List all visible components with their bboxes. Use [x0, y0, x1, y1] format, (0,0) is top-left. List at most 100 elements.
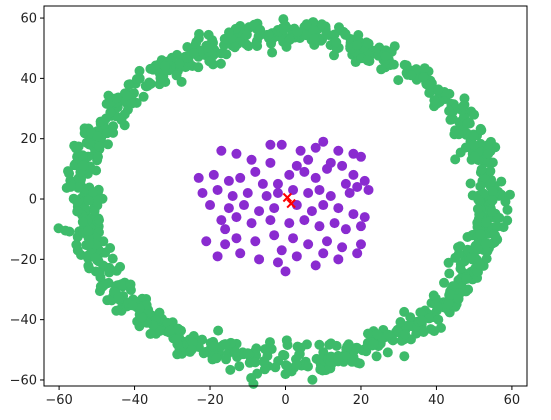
ring-point — [229, 42, 240, 53]
ring-point — [474, 259, 485, 270]
ring-point — [487, 186, 498, 197]
ring-point — [490, 230, 501, 241]
cluster-point — [216, 145, 227, 156]
ring-point — [314, 339, 325, 350]
cluster-point — [265, 139, 276, 150]
cluster-point — [288, 233, 299, 244]
ring-point — [439, 277, 450, 288]
ring-point — [401, 60, 412, 71]
ring-point — [111, 305, 122, 316]
ring-point — [383, 329, 394, 340]
ring-point — [455, 259, 466, 270]
cluster-point — [250, 236, 261, 247]
ring-point — [164, 325, 175, 336]
ring-point — [425, 86, 436, 97]
ring-point — [443, 257, 454, 268]
ring-point — [145, 78, 156, 89]
cluster-point — [325, 157, 336, 168]
ring-point — [202, 42, 213, 53]
ring-point — [395, 317, 406, 328]
cluster-point — [261, 191, 272, 201]
cluster-point — [310, 142, 321, 153]
cluster-point — [272, 178, 283, 189]
ring-point — [487, 195, 498, 206]
ring-point — [72, 245, 83, 256]
ring-point — [371, 351, 382, 362]
cluster-point — [303, 154, 314, 165]
ring-point — [459, 93, 470, 104]
ring-point — [278, 24, 289, 35]
cluster-point — [310, 260, 321, 271]
ring-point — [107, 253, 118, 264]
ring-point — [399, 351, 410, 362]
cluster-point — [337, 160, 348, 171]
ring-point — [476, 164, 487, 175]
ring-point — [485, 166, 496, 177]
ring-point — [494, 212, 505, 223]
ring-point — [372, 329, 383, 340]
ring-point — [450, 154, 461, 165]
ring-point — [174, 58, 185, 69]
cluster-point — [250, 166, 261, 177]
ring-point — [155, 73, 166, 84]
y-tick-label: 40 — [20, 72, 37, 87]
cluster-point — [254, 254, 265, 265]
cluster-point — [303, 187, 314, 198]
ring-point — [362, 328, 373, 339]
cluster-point — [231, 148, 242, 159]
ring-point — [419, 63, 430, 74]
ring-point — [173, 323, 184, 334]
ring-point — [468, 140, 479, 151]
ring-point — [105, 243, 116, 254]
ring-point — [406, 70, 417, 81]
ring-point — [282, 361, 293, 372]
ring-point — [433, 84, 444, 95]
ring-point — [216, 48, 227, 59]
ring-point — [105, 107, 116, 118]
ring-point — [475, 123, 486, 134]
ring-point — [77, 216, 88, 227]
ring-point — [460, 142, 471, 153]
x-tick-label: 60 — [504, 393, 521, 408]
centroid-marker — [282, 192, 293, 203]
ring-point — [159, 61, 170, 72]
ring-point — [171, 334, 182, 345]
ring-point — [429, 326, 440, 337]
cluster-point — [322, 236, 333, 247]
ring-point — [113, 292, 124, 303]
ring-point — [492, 221, 503, 232]
ring-point — [444, 105, 455, 116]
cluster-point — [284, 169, 295, 180]
cluster-point — [306, 206, 317, 217]
ring-point — [134, 73, 145, 84]
ring-point — [198, 348, 209, 359]
cluster-point — [318, 248, 329, 259]
ring-point — [242, 348, 253, 359]
ring-point — [465, 178, 476, 189]
ring-point — [224, 27, 235, 38]
cluster-point — [254, 206, 265, 217]
ring-point — [302, 361, 313, 372]
ring-point — [307, 374, 318, 385]
ring-point — [424, 313, 435, 324]
cluster-point — [299, 166, 310, 177]
ring-point — [213, 325, 224, 336]
cluster-point — [355, 221, 366, 232]
cluster-point — [303, 239, 314, 250]
ring-point — [123, 79, 134, 90]
cluster-point — [272, 187, 283, 198]
cluster-point — [205, 200, 216, 211]
ring-point — [469, 109, 480, 120]
ring-point — [78, 160, 89, 171]
ring-point — [186, 344, 197, 355]
cluster-point — [291, 160, 302, 171]
cluster-point — [333, 254, 344, 265]
ring-point — [172, 349, 183, 360]
ring-point — [60, 225, 71, 236]
x-tick-label: 0 — [281, 393, 289, 408]
cluster-point — [333, 203, 344, 214]
ring-point — [301, 30, 312, 41]
ring-point — [263, 29, 274, 40]
ring-point — [251, 343, 262, 354]
ring-point — [399, 306, 410, 317]
